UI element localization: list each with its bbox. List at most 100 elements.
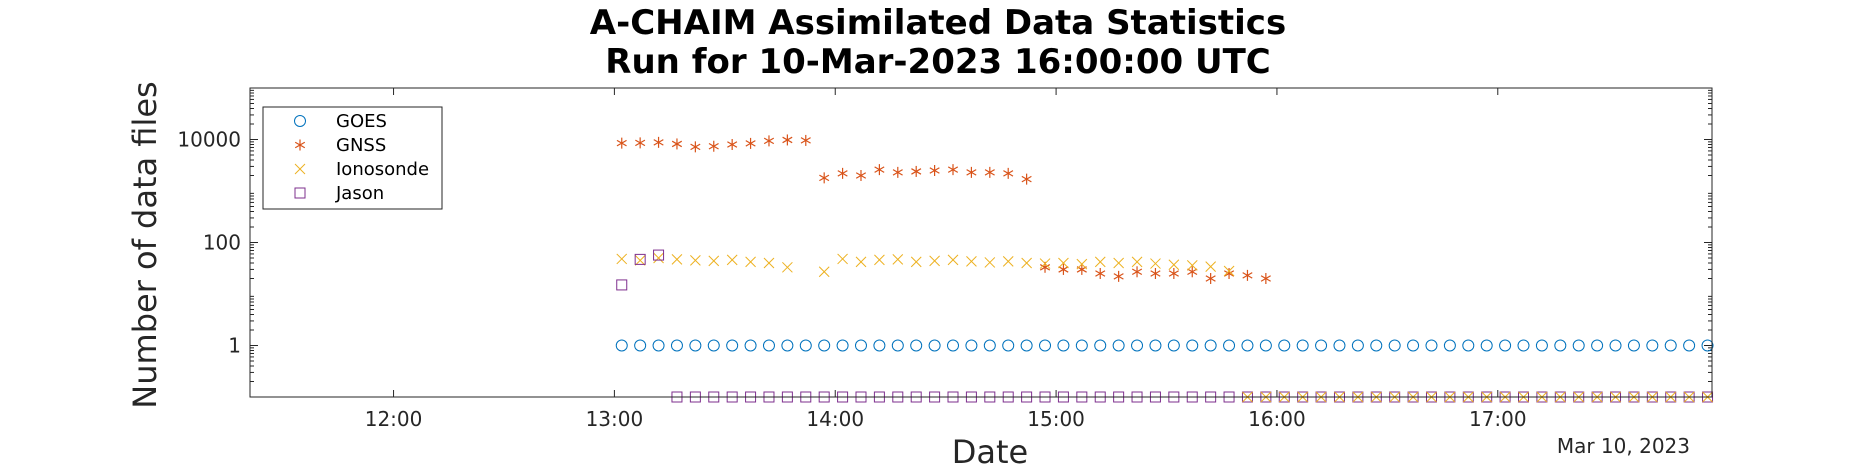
- marker-shape: [1388, 339, 1401, 352]
- ionosonde-point: [1150, 258, 1161, 269]
- marker-shape: [1609, 339, 1622, 352]
- legend-item-ionosonde: Ionosonde: [294, 159, 429, 180]
- goes-point: [1149, 339, 1162, 352]
- marker-stroke: [726, 254, 738, 266]
- marker-shape: [744, 339, 757, 352]
- marker-stroke: [1113, 273, 1124, 280]
- gnss-point: [1187, 266, 1198, 278]
- marker-stroke: [1242, 272, 1253, 279]
- gnss-point: [1205, 272, 1216, 284]
- ionosonde-point: [616, 253, 628, 265]
- ionosonde-point: [929, 255, 940, 267]
- y-axis-label: Number of data files: [126, 81, 164, 408]
- goes-point: [634, 339, 647, 352]
- goes-point: [1535, 339, 1548, 352]
- x-axis-date-label: Mar 10, 2023: [1557, 434, 1690, 458]
- goes-point: [1315, 339, 1328, 352]
- marker-shape: [1591, 339, 1604, 352]
- marker-shape: [1057, 339, 1070, 352]
- marker-shape: [1517, 339, 1530, 352]
- marker-stroke: [635, 139, 646, 147]
- marker-stroke: [947, 166, 959, 173]
- ionosonde-point: [984, 257, 996, 268]
- goes-point: [1259, 339, 1272, 352]
- gnss-point: [837, 167, 848, 179]
- marker-shape: [818, 339, 831, 352]
- marker-stroke: [708, 142, 719, 150]
- marker-stroke: [634, 255, 646, 266]
- gnss-point: [782, 134, 793, 146]
- ionosonde-point: [782, 261, 793, 273]
- marker-shape: [1296, 339, 1309, 352]
- marker-stroke: [745, 256, 756, 268]
- marker-shape: [707, 339, 720, 352]
- legend: GOES GNSS Ionosonde Jason: [262, 106, 443, 210]
- marker-stroke: [708, 255, 720, 267]
- legend-label: GOES: [336, 111, 387, 132]
- gnss-point: [653, 136, 664, 148]
- marker-shape: [928, 339, 941, 352]
- legend-item-goes: GOES: [294, 111, 387, 132]
- marker-stroke: [671, 140, 683, 148]
- ionosonde-point: [1113, 257, 1125, 269]
- marker-stroke: [1186, 259, 1198, 271]
- goes-point: [1480, 339, 1493, 352]
- marker-shape: [1535, 339, 1548, 352]
- marker-shape: [836, 339, 849, 352]
- ionosonde-point: [855, 256, 867, 268]
- marker-shape: [1627, 339, 1640, 352]
- marker-shape: [781, 339, 794, 352]
- marker-stroke: [984, 257, 996, 268]
- legend-label: Ionosonde: [336, 159, 429, 180]
- marker-stroke: [1168, 259, 1180, 271]
- marker-stroke: [855, 172, 867, 179]
- x-tick-label: 14:00: [806, 407, 864, 431]
- marker-stroke: [653, 252, 664, 264]
- marker-stroke: [818, 266, 830, 278]
- marker-shape: [1351, 339, 1364, 352]
- marker-stroke: [892, 254, 904, 265]
- legend-label: GNSS: [336, 135, 386, 156]
- gnss-point: [1021, 173, 1032, 185]
- marker-shape: [947, 339, 960, 352]
- goes-point: [1572, 339, 1585, 352]
- gnss-point: [671, 138, 683, 150]
- ionosonde-point: [1131, 256, 1143, 268]
- goes-point: [1370, 339, 1383, 352]
- goes-point: [781, 339, 794, 352]
- marker-shape: [1002, 339, 1015, 352]
- series-ionosonde: [616, 252, 1235, 278]
- ionosonde-point: [1076, 258, 1088, 270]
- marker-stroke: [727, 141, 738, 148]
- marker-shape: [1278, 339, 1291, 352]
- marker-stroke: [763, 137, 775, 145]
- gnss-point: [892, 166, 903, 178]
- marker-stroke: [616, 253, 628, 265]
- marker-stroke: [911, 168, 922, 175]
- goes-point: [965, 339, 978, 352]
- marker-stroke: [1150, 270, 1161, 277]
- marker-shape: [1131, 339, 1144, 352]
- ionosonde-point: [1168, 259, 1180, 271]
- gnss-point: [855, 169, 867, 181]
- gnss-point: [1131, 266, 1143, 278]
- gnss-point: [947, 164, 959, 176]
- goes-point: [1443, 339, 1456, 352]
- ionosonde-point: [1002, 256, 1014, 267]
- marker-stroke: [1003, 170, 1014, 177]
- ionosonde-point: [1223, 265, 1235, 277]
- ionosonde-point: [726, 254, 738, 266]
- marker-shape: [965, 339, 978, 352]
- marker-shape: [1167, 339, 1180, 352]
- series-goes: [615, 339, 1714, 352]
- marker-stroke: [653, 139, 664, 146]
- gnss-point: [984, 166, 995, 178]
- series-gnss: [616, 134, 1271, 284]
- marker-shape: [1186, 339, 1199, 352]
- x-tick-label: 12:00: [365, 407, 423, 431]
- marker-shape: [1407, 339, 1420, 352]
- gnss-point: [800, 134, 811, 146]
- marker-stroke: [855, 256, 867, 268]
- goes-point: [1664, 339, 1677, 352]
